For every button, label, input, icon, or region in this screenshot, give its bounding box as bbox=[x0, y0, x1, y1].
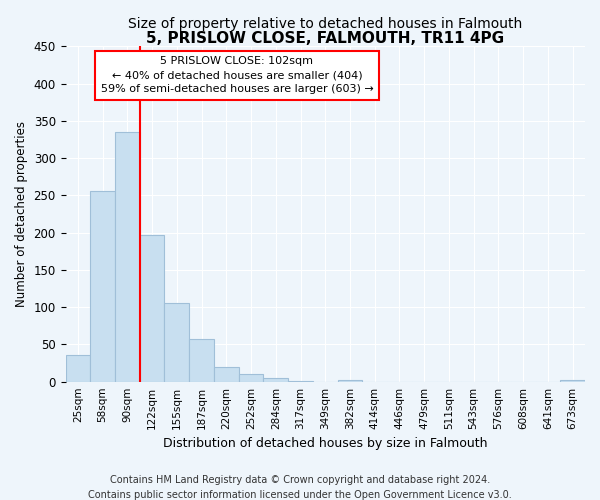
Bar bbox=[338, 380, 362, 382]
Bar bbox=[90, 191, 115, 382]
Text: Contains HM Land Registry data © Crown copyright and database right 2024.
Contai: Contains HM Land Registry data © Crown c… bbox=[88, 474, 512, 500]
Y-axis label: Number of detached properties: Number of detached properties bbox=[15, 121, 28, 307]
Text: Size of property relative to detached houses in Falmouth: Size of property relative to detached ho… bbox=[128, 17, 523, 31]
Bar bbox=[164, 304, 189, 382]
Bar bbox=[239, 374, 263, 382]
Bar bbox=[140, 235, 164, 382]
Title: 5, PRISLOW CLOSE, FALMOUTH, TR11 4PG: 5, PRISLOW CLOSE, FALMOUTH, TR11 4PG bbox=[146, 32, 505, 46]
Bar bbox=[214, 367, 239, 382]
Bar bbox=[263, 378, 288, 382]
Bar bbox=[189, 339, 214, 382]
Text: 5 PRISLOW CLOSE: 102sqm
← 40% of detached houses are smaller (404)
59% of semi-d: 5 PRISLOW CLOSE: 102sqm ← 40% of detache… bbox=[101, 56, 373, 94]
X-axis label: Distribution of detached houses by size in Falmouth: Distribution of detached houses by size … bbox=[163, 437, 488, 450]
Bar bbox=[65, 355, 90, 382]
Bar bbox=[115, 132, 140, 382]
Bar bbox=[288, 381, 313, 382]
Bar bbox=[560, 380, 585, 382]
